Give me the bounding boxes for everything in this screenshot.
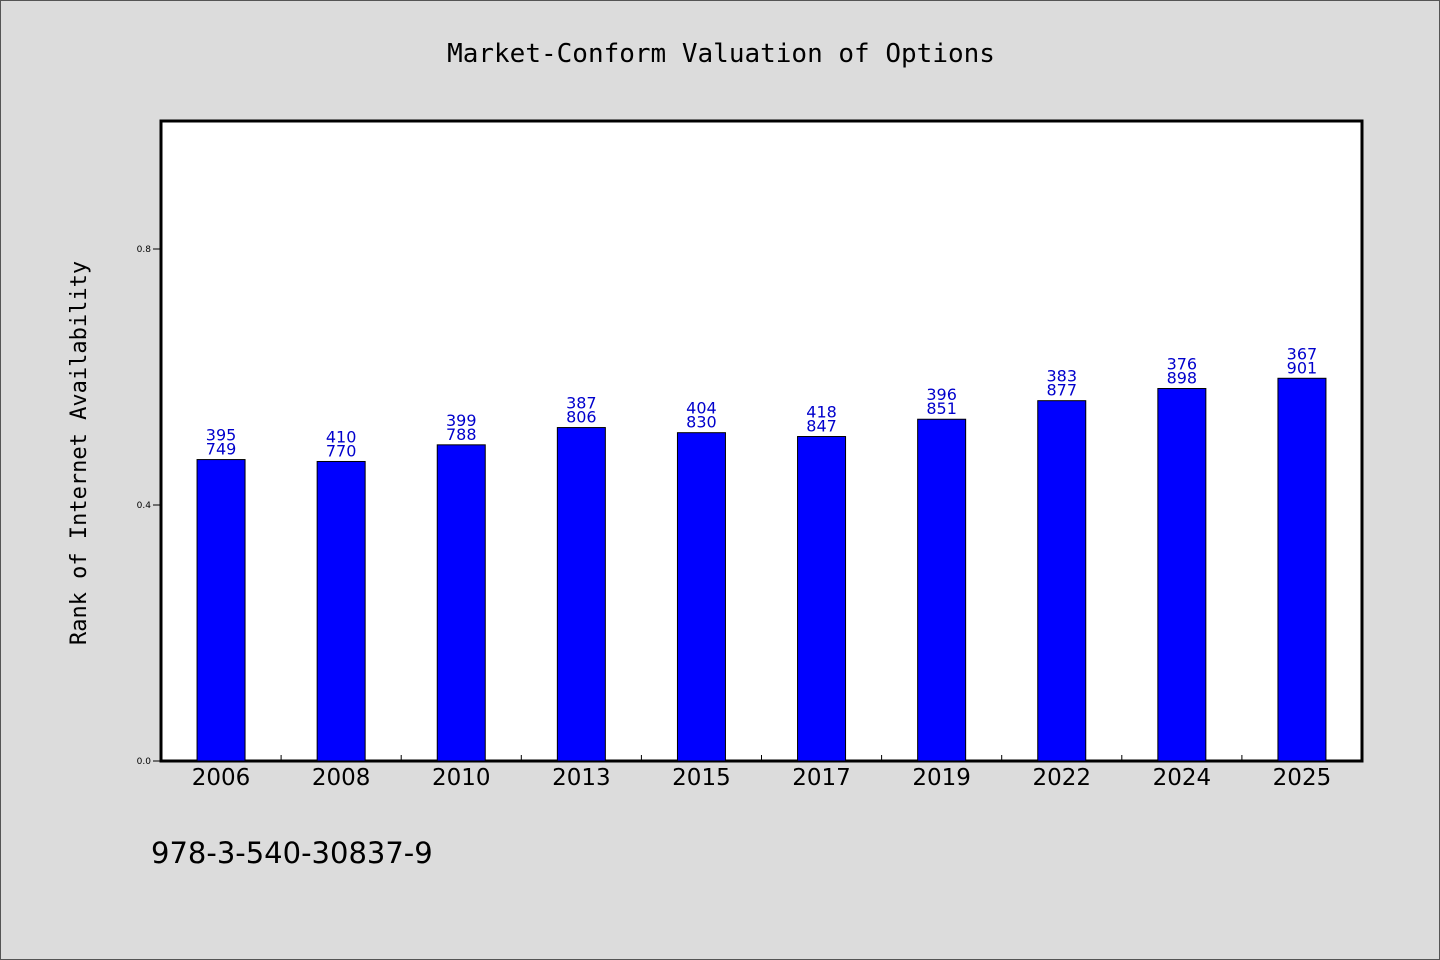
x-tick-label: 2017 bbox=[792, 765, 851, 791]
bar-2010 bbox=[436, 444, 486, 762]
data-label-bottom: 901 bbox=[1287, 358, 1318, 377]
data-label-bottom: 851 bbox=[926, 399, 957, 418]
data-label-top: 367 bbox=[1287, 344, 1318, 363]
bar-2008 bbox=[316, 460, 366, 762]
bar-2024 bbox=[1157, 388, 1207, 762]
data-label-bottom: 770 bbox=[326, 441, 357, 460]
y-tick-label: 0.4 bbox=[137, 501, 152, 511]
y-tick-label: 0.8 bbox=[137, 245, 152, 255]
x-tick-label: 2006 bbox=[192, 765, 251, 791]
data-label-bottom: 749 bbox=[206, 440, 237, 459]
data-label-bottom: 847 bbox=[806, 417, 837, 436]
data-label-bottom: 788 bbox=[446, 425, 477, 444]
x-tick-label: 2010 bbox=[432, 765, 491, 791]
x-tick-label: 2025 bbox=[1273, 765, 1332, 791]
x-tick-label: 2015 bbox=[672, 765, 731, 791]
x-tick-label: 2022 bbox=[1032, 765, 1091, 791]
x-tick-label: 2013 bbox=[552, 765, 611, 791]
bar-2025 bbox=[1277, 377, 1327, 762]
bars-group bbox=[196, 377, 1327, 762]
x-axis-labels: 2006 2008 2010 2013 2015 2017 2019 2022 2024 2025 bbox=[192, 765, 1331, 791]
data-label-top: 418 bbox=[806, 403, 837, 422]
data-label-top: 383 bbox=[1046, 367, 1077, 386]
bar-2022 bbox=[1037, 400, 1087, 762]
data-label-top: 387 bbox=[566, 394, 597, 413]
data-label-top: 376 bbox=[1167, 355, 1198, 374]
bar-2019 bbox=[917, 418, 967, 762]
y-axis-label: Rank of Internet Availability bbox=[67, 261, 92, 645]
data-label-bottom: 830 bbox=[686, 413, 717, 432]
data-label-top: 410 bbox=[326, 427, 357, 446]
bar-2006 bbox=[196, 459, 246, 762]
data-label-top: 399 bbox=[446, 411, 477, 430]
bar-2015 bbox=[676, 432, 726, 762]
y-tick-label: 0.0 bbox=[137, 757, 152, 767]
data-label-bottom: 898 bbox=[1167, 369, 1198, 388]
x-tick-label: 2008 bbox=[312, 765, 371, 791]
chart-title: Market-Conform Valuation of Options bbox=[447, 39, 995, 69]
data-label-bottom: 806 bbox=[566, 408, 597, 427]
y-axis-ticks: 0.0 0.4 0.8 bbox=[137, 245, 161, 767]
data-label-top: 395 bbox=[206, 426, 237, 445]
data-label-top: 396 bbox=[926, 385, 957, 404]
x-tick-label: 2024 bbox=[1153, 765, 1212, 791]
bar-2017 bbox=[797, 436, 847, 762]
isbn-label: 978-3-540-30837-9 bbox=[151, 836, 433, 870]
x-axis-ticks bbox=[280, 755, 1243, 761]
data-label-bottom: 877 bbox=[1046, 381, 1077, 400]
bar-2013 bbox=[556, 427, 606, 762]
data-label-top: 404 bbox=[686, 399, 717, 418]
x-tick-label: 2019 bbox=[912, 765, 971, 791]
